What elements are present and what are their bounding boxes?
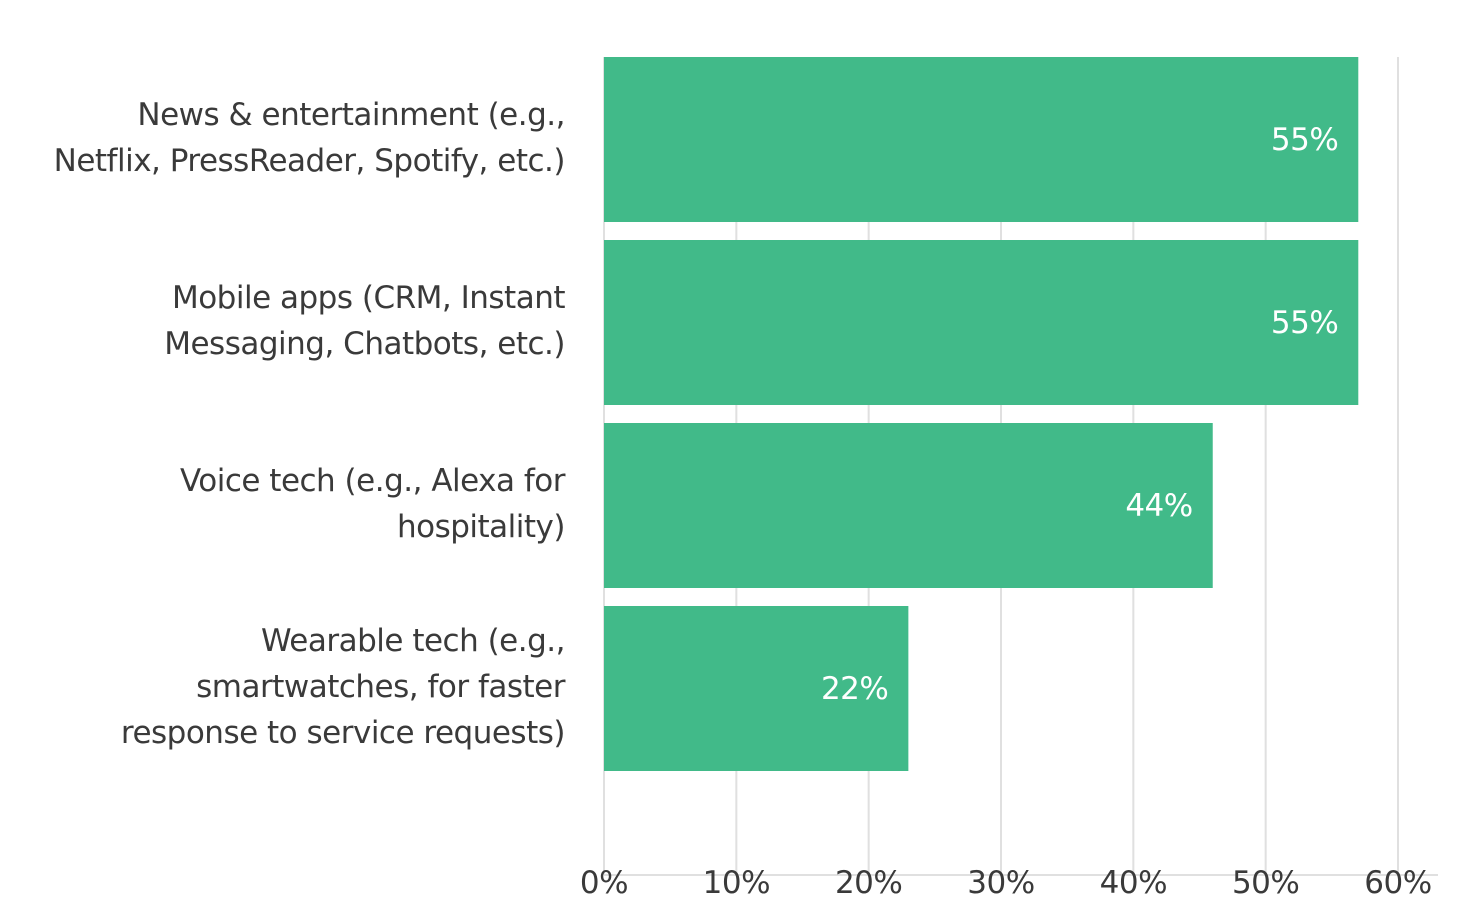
category-label: response to service requests) xyxy=(121,715,565,751)
data-label: 55% xyxy=(1271,305,1338,341)
bar xyxy=(604,606,909,771)
x-tick-label: 20% xyxy=(835,865,902,901)
category-label: smartwatches, for faster xyxy=(196,669,566,705)
x-tick-label: 10% xyxy=(703,865,770,901)
data-label: 44% xyxy=(1125,488,1192,524)
category-label: Mobile apps (CRM, Instant xyxy=(172,280,565,316)
data-label: 55% xyxy=(1271,122,1338,158)
category-label: Voice tech (e.g., Alexa for xyxy=(180,463,566,499)
x-tick-label: 30% xyxy=(967,865,1034,901)
bar xyxy=(604,240,1359,405)
category-label: Netflix, PressReader, Spotify, etc.) xyxy=(54,143,565,179)
category-label: News & entertainment (e.g., xyxy=(137,97,565,133)
x-tick-label: 40% xyxy=(1100,865,1167,901)
data-label: 22% xyxy=(821,671,888,707)
category-label: Messaging, Chatbots, etc.) xyxy=(164,326,565,362)
x-tick-label: 50% xyxy=(1232,865,1299,901)
category-label: Wearable tech (e.g., xyxy=(261,623,565,659)
x-tick-label: 60% xyxy=(1364,865,1431,901)
category-label: hospitality) xyxy=(397,509,565,545)
bar xyxy=(604,423,1213,588)
x-tick-label: 0% xyxy=(580,865,628,901)
bar xyxy=(604,57,1359,222)
